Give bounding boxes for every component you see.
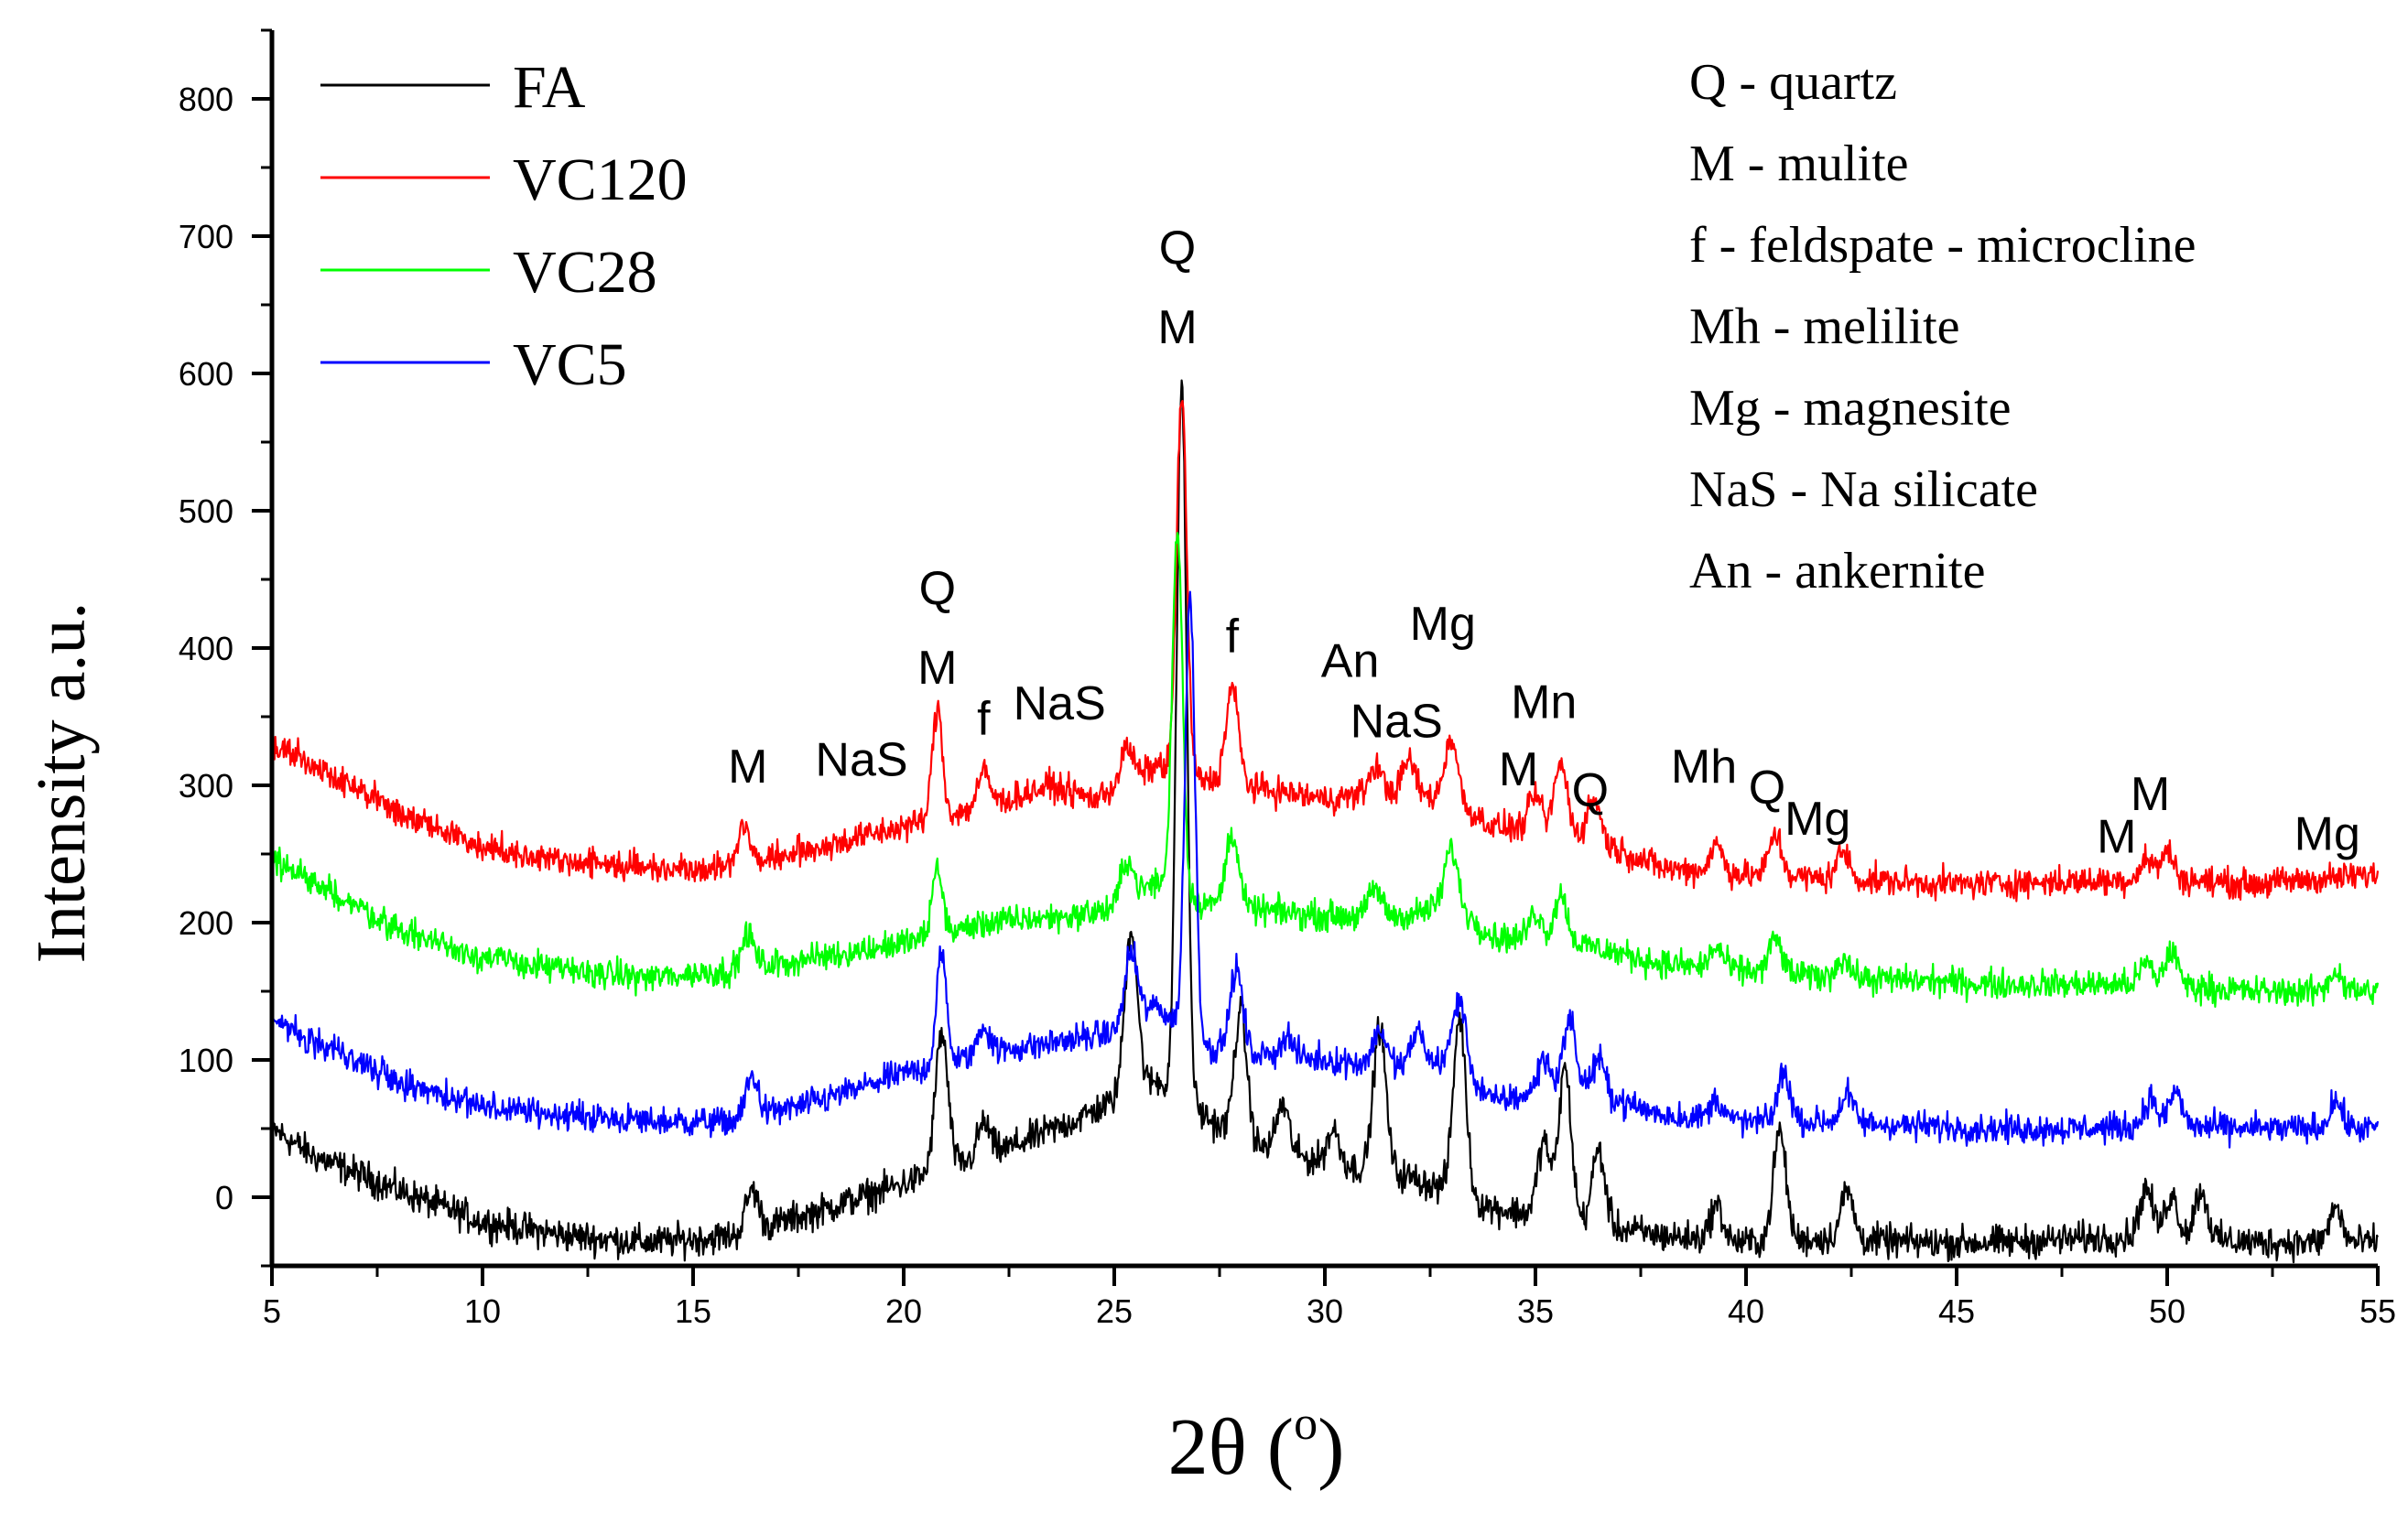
peak-label-q: Q: [1572, 764, 1609, 817]
x-tick-label: 10: [464, 1292, 501, 1330]
series-vc28: [270, 532, 2380, 1009]
peak-label-mg: Mg: [1410, 598, 1476, 651]
peak-label-nas: NaS: [1014, 677, 1106, 730]
peak-label-m: M: [917, 642, 957, 695]
series-vc5: [270, 590, 2380, 1149]
phase-key-line: Mh - melilite: [1689, 298, 1960, 355]
series-fa: [270, 379, 2379, 1264]
peak-label-mh: Mh: [1671, 740, 1737, 794]
phase-key-line: M - mulite: [1689, 135, 1909, 192]
y-tick-label: 500: [179, 492, 233, 530]
x-axis-title-main: 2θ (: [1168, 1403, 1294, 1492]
phase-key-line: Mg - magnesite: [1689, 380, 2011, 437]
series-layer: [270, 379, 2380, 1264]
peak-label-m: M: [728, 740, 767, 794]
peak-label-q: Q: [1749, 762, 1785, 815]
peak-label-an: An: [1321, 635, 1380, 688]
x-tick-label: 20: [885, 1292, 922, 1330]
peak-label-nas: NaS: [1350, 696, 1443, 749]
y-tick-label: 0: [215, 1179, 233, 1216]
peak-label-m: M: [1499, 743, 1538, 796]
phase-key-line: An - ankernite: [1689, 543, 1985, 600]
peak-label-m: M: [1157, 301, 1197, 354]
x-axis-title-close: ): [1318, 1403, 1344, 1492]
x-tick-labels: 5 10 15 20 25 30 35 40 45 50 55: [263, 1292, 2396, 1330]
legend-label-fa: FA: [513, 54, 586, 121]
y-tick-labels: 0 100 200 300 400 500 600 700 800: [179, 81, 233, 1216]
x-tick-label: 45: [1938, 1292, 1975, 1330]
y-axis-title: Intensity a.u.: [23, 602, 100, 964]
phase-key-line: f - feldspate - microcline: [1689, 217, 2196, 274]
x-tick-label: 30: [1307, 1292, 1343, 1330]
peak-label-mn: Mn: [1511, 676, 1577, 729]
peak-label-m: M: [2131, 768, 2170, 821]
series-vc120: [270, 399, 2380, 902]
x-tick-label: 55: [2359, 1292, 2396, 1330]
x-axis-title: 2θ (o): [1168, 1398, 1345, 1492]
peak-label-q: Q: [919, 562, 956, 615]
peak-label-mg: Mg: [2294, 808, 2360, 861]
y-tick-label: 800: [179, 81, 233, 118]
peak-label-m: M: [2097, 811, 2136, 864]
x-tick-label: 5: [263, 1292, 281, 1330]
peak-label-nas: NaS: [815, 734, 907, 787]
peak-label-f: f: [977, 693, 991, 746]
y-tick-label: 300: [179, 767, 233, 805]
legend-label-vc5: VC5: [513, 331, 627, 398]
legend-label-vc28: VC28: [513, 239, 657, 306]
x-tick-label: 25: [1096, 1292, 1133, 1330]
legend: FA VC120 VC28 VC5: [320, 54, 688, 398]
phase-key-line: Q - quartz: [1689, 54, 1897, 111]
peak-label-mg: Mg: [1784, 793, 1850, 846]
peak-label-f: f: [1226, 611, 1240, 664]
y-tick-label: 400: [179, 630, 233, 667]
y-tick-label: 600: [179, 355, 233, 393]
x-tick-label: 35: [1517, 1292, 1554, 1330]
x-tick-label: 50: [2149, 1292, 2186, 1330]
x-tick-label: 15: [675, 1292, 711, 1330]
legend-label-vc120: VC120: [513, 146, 688, 213]
x-tick-label: 40: [1728, 1292, 1764, 1330]
y-tick-label: 100: [179, 1042, 233, 1079]
axes: [252, 28, 2380, 1286]
x-axis-title-degree: o: [1294, 1398, 1318, 1450]
peak-label-q: Q: [1159, 222, 1196, 275]
phase-key-line: NaS - Na silicate: [1689, 461, 2038, 518]
y-tick-label: 200: [179, 904, 233, 942]
y-tick-label: 700: [179, 218, 233, 255]
phase-key: Q - quartz M - mulite f - feldspate - micr…: [1689, 54, 2196, 600]
